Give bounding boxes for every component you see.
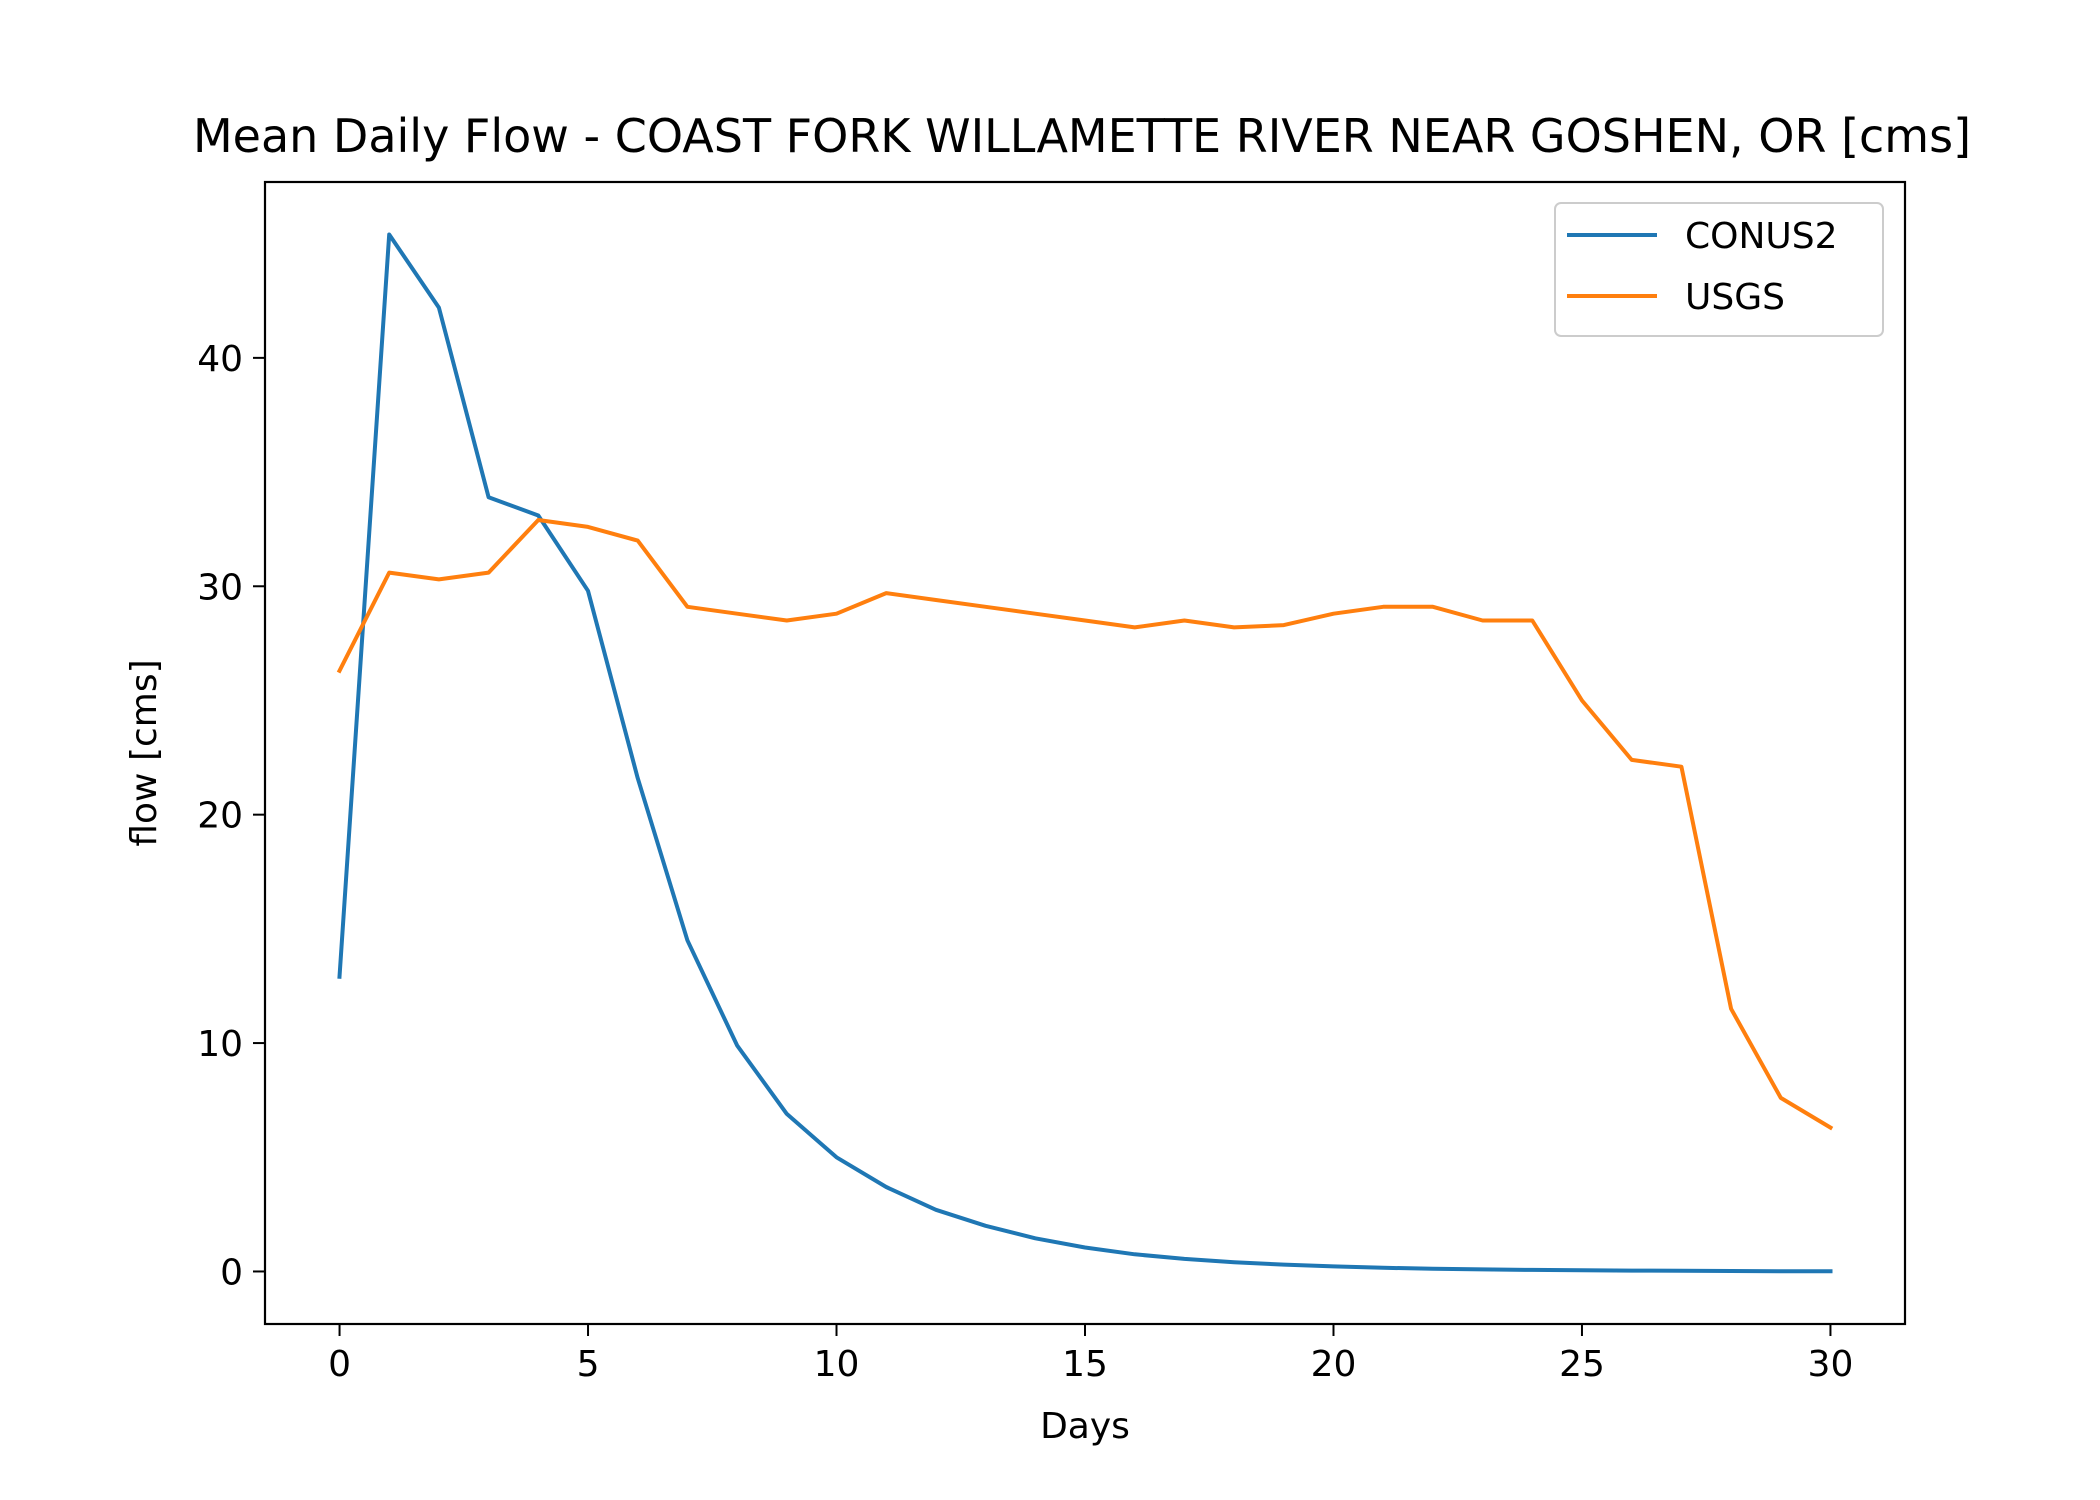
x-tick-label: 30 bbox=[1808, 1344, 1854, 1385]
x-tick-label: 10 bbox=[814, 1344, 860, 1385]
y-axis: 0 10 20 30 40 bbox=[197, 339, 265, 1293]
y-tick-label: 40 bbox=[197, 339, 243, 380]
plot-area bbox=[336, 232, 1834, 1274]
x-tick-label: 20 bbox=[1311, 1344, 1357, 1385]
y-tick-label: 10 bbox=[197, 1024, 243, 1065]
x-axis-label: Days bbox=[1040, 1406, 1130, 1447]
legend-label-conus2: CONUS2 bbox=[1685, 216, 1838, 257]
axes-frame bbox=[263, 180, 1907, 1326]
x-axis: 0 5 10 15 20 25 30 bbox=[328, 1324, 1853, 1385]
y-tick-label: 20 bbox=[197, 796, 243, 837]
x-tick-label: 15 bbox=[1062, 1344, 1108, 1385]
series-line-conus2 bbox=[337, 232, 1833, 1274]
series-line-usgs bbox=[336, 518, 1834, 1131]
y-tick-label: 30 bbox=[197, 567, 243, 608]
x-tick-label: 0 bbox=[328, 1344, 351, 1385]
x-tick-label: 25 bbox=[1559, 1344, 1605, 1385]
x-tick-label: 5 bbox=[577, 1344, 600, 1385]
legend-items: CONUS2 USGS bbox=[1567, 216, 1838, 318]
y-tick-label: 0 bbox=[220, 1252, 243, 1293]
chart-title: Mean Daily Flow - COAST FORK WILLAMETTE … bbox=[193, 109, 1971, 163]
legend: CONUS2 USGS bbox=[1554, 202, 1884, 337]
y-axis-label: flow [cms] bbox=[124, 659, 165, 846]
legend-label-usgs: USGS bbox=[1685, 277, 1785, 318]
